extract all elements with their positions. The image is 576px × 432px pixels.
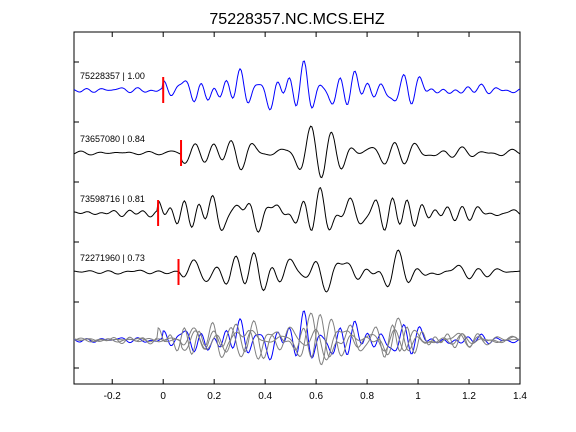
x-tick-label: 0.6 (309, 391, 323, 402)
x-tick-label: 0.4 (258, 391, 272, 402)
x-tick-label: 0.8 (360, 391, 374, 402)
x-axis-ticks: -0.2 0 0.2 0.4 0.6 0.8 1 1.2 1.4 (104, 32, 527, 402)
x-tick-label: 1.2 (462, 391, 476, 402)
overlay-trace (73, 317, 521, 361)
chart-title: 75228357.NC.MCS.EHZ (209, 11, 384, 28)
x-tick-label: 1.4 (513, 391, 527, 402)
trace-line (73, 60, 521, 111)
overlay-trace (73, 314, 521, 360)
trace-label: 73657080 | 0.84 (80, 134, 145, 144)
trace-line (73, 187, 521, 233)
trace-line (73, 125, 521, 179)
x-tick-label: 1 (415, 391, 421, 402)
overlay-trace (73, 312, 521, 366)
x-tick-label: 0 (160, 391, 166, 402)
trace-label: 75228357 | 1.00 (80, 71, 145, 81)
plot-area (73, 31, 521, 385)
x-tick-label: -0.2 (104, 391, 122, 402)
trace-label: 72271960 | 0.73 (80, 253, 145, 263)
trace-line (73, 249, 521, 293)
trace-label: 73598716 | 0.81 (80, 194, 145, 204)
x-tick-label: 0.2 (207, 391, 221, 402)
y-ticks (74, 61, 520, 369)
overlay-stack (73, 310, 521, 366)
trace-group: 75228357 | 1.00 73657080 | 0.84 73598716 |… (73, 60, 521, 293)
